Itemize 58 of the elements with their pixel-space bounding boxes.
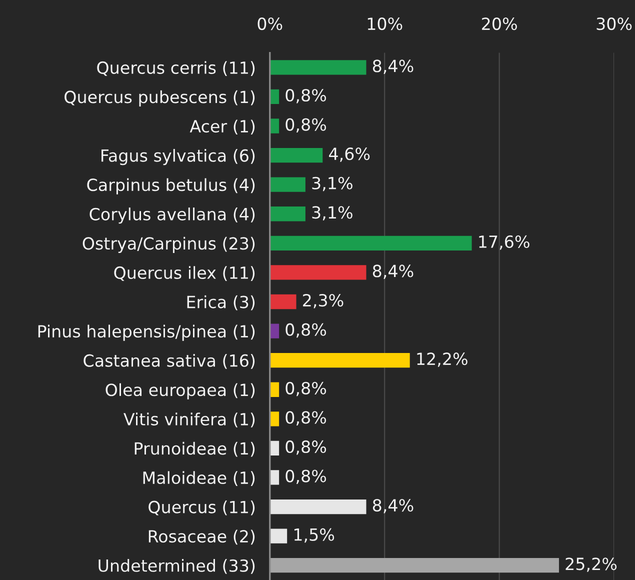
bar [270,558,559,573]
x-tick-label: 30% [596,18,632,30]
y-tick-label: Olea europaea (1) [106,383,255,400]
bar [270,499,366,514]
y-tick-label: Rosaceae (2) [148,530,255,545]
y-tick-label: Carpinus betulus (4) [87,178,255,194]
bar [270,265,366,280]
data-label: 0,8% [286,88,326,104]
data-label: 3,1% [312,176,352,192]
bar [270,236,472,250]
data-label: 0,8% [286,382,326,396]
data-label: 0,8% [286,323,326,338]
y-tick-label: Quercus pubescens (1) [64,90,255,107]
y-tick-label: Fagus sylvatica (6) [102,148,255,166]
data-label: 0,8% [286,411,326,426]
bar [270,382,280,397]
y-tick-label: Quercus ilex (11) [114,266,255,281]
data-label: 8,4% [372,60,414,74]
data-label: 0,8% [286,470,326,484]
y-tick-label: Prunoideae (1) [134,442,255,457]
data-label: 4,6% [329,148,370,162]
bar [270,118,280,134]
data-label: 25,2% [566,558,617,572]
y-tick-label: Undetermined (33) [98,559,255,574]
bar [270,60,366,75]
data-label: 1,5% [294,528,334,543]
y-tick-label: Acer (1) [190,120,255,135]
data-label: 8,4% [372,264,414,279]
bar [270,324,280,338]
x-tick-label: 20% [482,18,517,30]
y-tick-label: Castanea sativa (16) [84,354,255,369]
data-label: 12,2% [417,352,468,367]
bar [270,470,280,485]
y-tick-label: Quercus cerris (11) [97,61,255,76]
y-tick-label: Corylus avellana (4) [90,208,255,224]
bar [270,353,410,368]
x-tick-label: 0% [258,18,282,30]
data-label: 0,8% [286,440,326,455]
y-tick-label: Quercus (11) [148,500,255,516]
y-tick-label: Ostrya/Carpinus (23) [82,236,255,253]
y-tick-label: Erica (3) [187,295,255,310]
x-tick-label: 10% [368,18,402,30]
data-label: 3,1% [312,206,352,220]
bar [270,440,280,456]
bar [270,528,288,544]
data-label: 2,3% [303,294,344,308]
bar [270,89,280,104]
bar [270,206,306,222]
bar [270,294,296,310]
data-label: 8,4% [372,499,414,514]
bar [270,412,280,426]
y-tick-label: Maloideae (1) [143,471,255,486]
y-tick-label: Vitis vinifera (1) [124,412,255,428]
bar [270,148,323,163]
data-label: 0,8% [286,118,326,133]
y-tick-label: Pinus halepensis/pinea (1) [38,324,255,341]
data-label: 17,6% [479,235,530,250]
bar [270,177,306,192]
